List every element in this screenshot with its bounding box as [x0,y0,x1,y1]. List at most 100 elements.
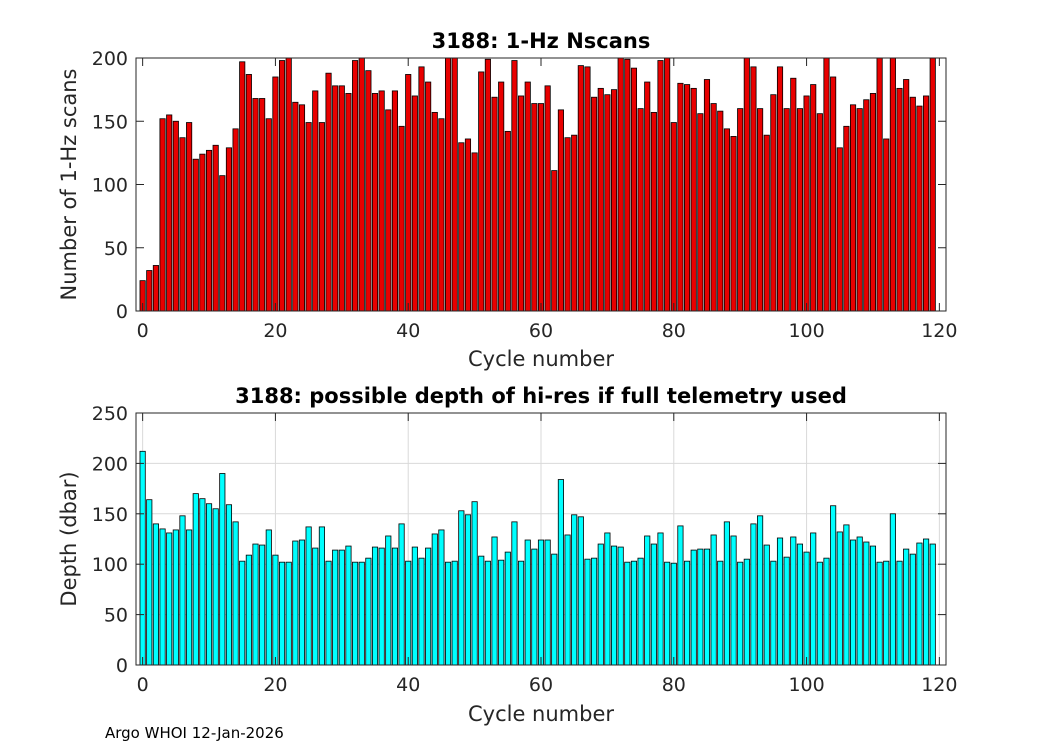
bar [776,537,784,666]
bar [697,548,704,666]
x-tick-label: 40 [396,674,420,696]
bar [684,84,691,312]
x-tick-label: 120 [921,674,957,696]
y-tick-label: 150 [92,504,128,526]
bar [657,60,664,312]
x-tick-label: 120 [921,320,957,342]
bar [212,144,219,312]
bar [259,98,266,312]
bar [484,560,491,666]
bar [637,557,644,666]
bar [298,104,306,312]
bar [810,84,817,312]
bar [617,546,624,666]
x-tick-label: 80 [662,674,686,696]
bar [192,158,199,312]
bar [916,105,923,312]
x-tick-label: 20 [263,674,287,696]
bar [484,58,491,312]
bar [232,128,239,312]
bar [444,57,452,312]
chart-title: 3188: possible depth of hi-res if full t… [235,384,847,408]
bar [684,560,691,666]
bar [564,534,571,666]
bar [796,108,803,312]
x-tick-label: 100 [788,320,824,342]
bar [697,113,704,312]
bar [723,521,730,666]
bar [398,125,405,312]
bar [345,93,352,312]
bar [750,66,757,312]
bar [803,95,810,312]
bar [285,57,292,312]
bar [272,554,279,666]
bar [265,529,272,666]
bar [770,94,777,312]
y-axis-label: Number of 1-Hz scans [57,69,81,301]
bar [557,479,564,666]
bar [166,114,173,312]
chart-nscans: 0 20 40 60 80 100 120 0 50 100 150 200 3188: 1-Hz Ns… [57,29,957,371]
bar [544,85,551,312]
bar [896,560,903,666]
bar [551,170,558,312]
bar [650,543,657,666]
bar [757,108,764,312]
bar [650,111,657,312]
bar [584,66,591,312]
bar [225,504,233,666]
bar [478,71,485,312]
y-tick-label: 250 [92,403,128,425]
bar [199,153,206,312]
x-tick-label: 60 [529,674,553,696]
bar [391,90,398,312]
bar [889,513,896,666]
bar [803,551,810,666]
bar [146,499,153,666]
bar [551,553,558,666]
bar [849,104,857,312]
bar [664,57,671,312]
y-tick-label: 200 [92,453,128,475]
bar [179,515,186,666]
y-tick-label: 100 [92,175,128,197]
bar [159,528,166,666]
bar [737,561,744,666]
bar [166,532,173,666]
bar [411,546,418,666]
bar [285,561,292,666]
bar [883,560,890,666]
y-tick-label: 150 [92,111,128,133]
bar [723,128,730,312]
bar [876,57,883,312]
bar [425,547,432,666]
bar [670,562,677,666]
x-tick-label: 100 [788,674,824,696]
bar [816,113,823,312]
bar [365,557,372,666]
bar [385,109,392,312]
bar [498,81,505,312]
footer-credit: Argo WHOI 12-Jan-2026 [105,724,284,742]
bar [491,96,498,312]
bar [743,57,750,312]
bar [597,87,604,312]
bar [763,544,770,666]
y-tick-label: 0 [116,655,128,677]
bar [869,545,877,666]
bar [836,147,843,312]
bar [591,557,598,666]
bar [312,90,319,312]
bar [856,536,863,666]
bar [830,505,837,666]
bar [710,103,717,312]
bar [677,82,684,312]
x-tick-label: 80 [662,320,686,342]
bar [577,65,584,312]
bar [352,60,359,312]
bar [863,99,870,312]
bar [219,473,226,666]
bar [610,545,618,666]
bar [624,58,631,312]
